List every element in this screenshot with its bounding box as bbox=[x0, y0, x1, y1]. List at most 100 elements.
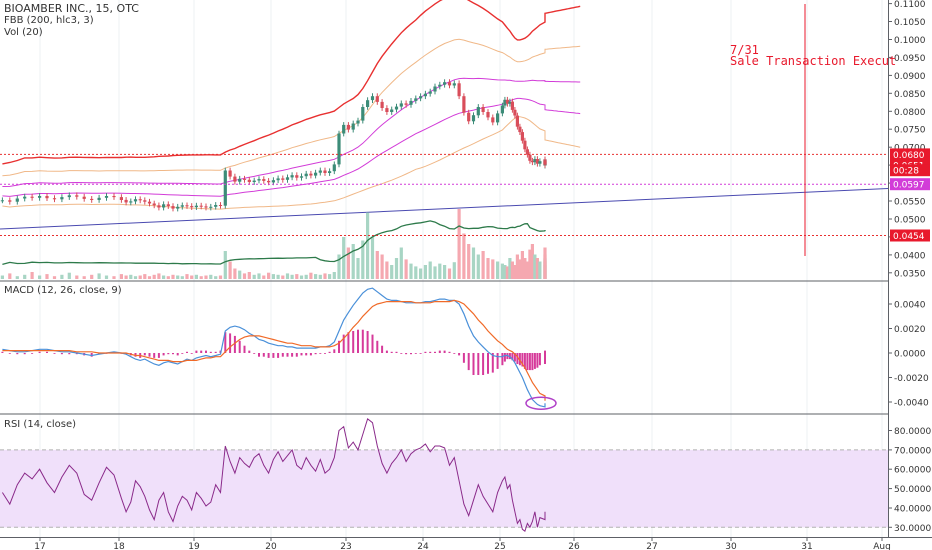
macd-histogram-bar bbox=[521, 353, 524, 367]
macd-histogram-bar bbox=[186, 351, 188, 353]
volume-bar bbox=[530, 244, 534, 279]
candle-body bbox=[323, 170, 327, 173]
macd-pane[interactable] bbox=[1, 287, 557, 410]
y-tick-label: 70.0000 bbox=[894, 446, 931, 456]
volume-bar bbox=[133, 276, 138, 279]
macd-histogram-bar bbox=[1, 351, 4, 353]
macd-histogram-bar bbox=[523, 353, 526, 369]
macd-histogram-bar bbox=[324, 353, 326, 354]
volume-bar bbox=[419, 268, 423, 279]
price-pane[interactable] bbox=[0, 0, 889, 279]
price-label: 00:28 bbox=[893, 167, 919, 177]
x-tick-label: 25 bbox=[494, 542, 505, 550]
candle-body bbox=[0, 200, 5, 202]
volume-bar bbox=[505, 266, 509, 279]
candle-body bbox=[171, 206, 175, 209]
macd-histogram-bar bbox=[200, 350, 203, 353]
y-tick-label: 0.1050 bbox=[894, 18, 926, 28]
candle-body bbox=[385, 108, 389, 112]
candle-body bbox=[438, 84, 442, 87]
candle-body bbox=[97, 197, 101, 200]
candle-body bbox=[194, 205, 198, 208]
volume-bar bbox=[496, 261, 500, 279]
macd-histogram-bar bbox=[477, 353, 480, 375]
volume-bar bbox=[204, 275, 208, 279]
macd-histogram-bar bbox=[16, 353, 19, 355]
macd-histogram-bar bbox=[544, 350, 546, 353]
x-tick-label: 24 bbox=[417, 542, 429, 550]
volume-bar bbox=[409, 263, 413, 279]
volume-bar bbox=[194, 274, 198, 279]
volume-bar bbox=[45, 274, 49, 279]
candle-body bbox=[223, 170, 227, 206]
legend-macd[interactable]: MACD (12, 26, close, 9) bbox=[4, 285, 122, 296]
y-tick-label: 0.1100 bbox=[894, 0, 926, 10]
candle-body bbox=[299, 176, 304, 178]
candle-body bbox=[394, 106, 399, 110]
volume-bar bbox=[428, 261, 432, 279]
macd-histogram-bar bbox=[366, 331, 369, 353]
volume-bar bbox=[486, 258, 490, 279]
volume-bar bbox=[276, 274, 280, 279]
candle-body bbox=[104, 196, 109, 198]
macd-histogram-bar bbox=[277, 353, 280, 358]
chart-title: BIOAMBER INC., 15, OTC bbox=[4, 2, 139, 15]
macd-histogram-bar bbox=[172, 353, 174, 355]
volume-bar bbox=[209, 274, 213, 279]
candle-body bbox=[399, 103, 403, 107]
volume-bar bbox=[375, 251, 379, 279]
price-label-bg bbox=[890, 229, 930, 242]
macd-histogram-bar bbox=[314, 353, 317, 355]
macd-histogram-bar bbox=[214, 351, 217, 353]
macd-histogram-bar bbox=[46, 351, 48, 353]
macd-histogram-bar bbox=[381, 345, 384, 353]
macd-histogram-bar bbox=[376, 340, 379, 353]
macd-histogram-bar bbox=[347, 332, 350, 353]
volume-bar bbox=[214, 276, 218, 279]
macd-histogram-bar bbox=[300, 353, 303, 356]
rsi-band-fill bbox=[0, 449, 888, 528]
volume-bar bbox=[351, 244, 355, 279]
candle-body bbox=[351, 123, 355, 130]
macd-histogram-bar bbox=[419, 353, 422, 354]
candle-body bbox=[518, 126, 522, 133]
candle-body bbox=[209, 206, 213, 208]
volume-bar bbox=[218, 275, 223, 279]
macd-histogram-bar bbox=[167, 353, 170, 355]
macd-histogram-bar bbox=[338, 340, 340, 353]
volume-bar bbox=[252, 274, 256, 279]
macd-histogram-bar bbox=[501, 353, 504, 366]
rsi-pane[interactable] bbox=[0, 418, 888, 533]
volume-bar bbox=[309, 272, 313, 279]
macd-histogram-bar bbox=[357, 329, 359, 353]
macd-histogram-bar bbox=[518, 353, 521, 366]
volume-bar bbox=[318, 274, 322, 279]
fbb-upper-2 bbox=[2, 38, 581, 177]
macd-histogram-bar bbox=[487, 353, 489, 374]
macd-histogram-bar bbox=[181, 353, 184, 354]
volume-bar bbox=[346, 247, 350, 279]
fbb-basis bbox=[2, 97, 581, 197]
y-tick-label: 0.0750 bbox=[894, 126, 926, 136]
volume-bar bbox=[67, 272, 71, 279]
volume-bar bbox=[332, 272, 336, 279]
volume-bar bbox=[242, 273, 247, 279]
volume-bar bbox=[162, 275, 166, 279]
legend-vol[interactable]: Vol (20) bbox=[4, 27, 43, 38]
fbb-lower-1 bbox=[2, 116, 581, 210]
x-tick-label: 17 bbox=[34, 542, 45, 550]
volume-bar bbox=[481, 251, 485, 279]
x-tick-label: 26 bbox=[568, 542, 580, 550]
macd-histogram-bar bbox=[390, 351, 393, 353]
candle-body bbox=[452, 83, 456, 86]
candle-body bbox=[332, 164, 336, 172]
volume-bar bbox=[90, 274, 94, 279]
candle-body bbox=[496, 113, 500, 123]
legend-fbb[interactable]: FBB (200, hlc3, 3) bbox=[4, 15, 94, 26]
macd-histogram-bar bbox=[60, 353, 63, 355]
macd-histogram-bar bbox=[291, 353, 294, 357]
legend-rsi[interactable]: RSI (14, close) bbox=[4, 419, 77, 430]
macd-histogram-bar bbox=[162, 353, 165, 356]
macd-histogram-bar bbox=[262, 353, 265, 357]
